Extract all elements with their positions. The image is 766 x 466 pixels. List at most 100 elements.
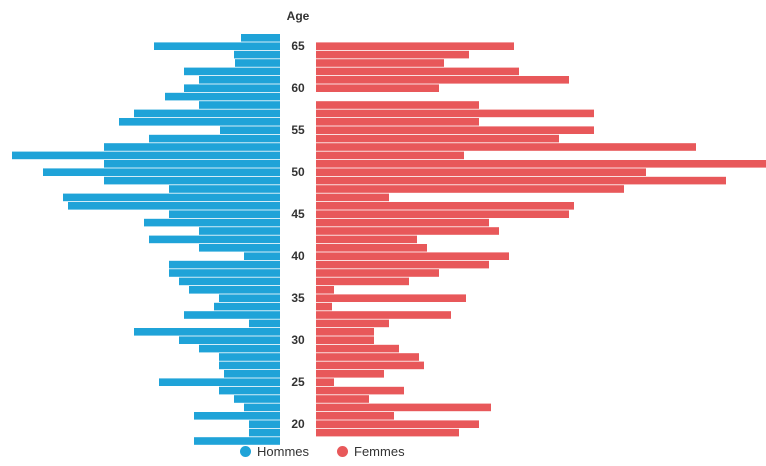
bar-hommes-age-30 <box>179 336 280 344</box>
bar-femmes-age-65 <box>316 42 514 50</box>
bar-hommes-age-23 <box>234 395 280 403</box>
age-axis-title: Age <box>287 9 310 23</box>
bar-hommes-age-25 <box>159 378 280 386</box>
bar-hommes-age-41 <box>199 244 280 252</box>
bar-hommes-age-21 <box>194 412 280 420</box>
bar-hommes-age-61 <box>199 76 280 84</box>
bar-femmes-age-30 <box>316 336 374 344</box>
bar-femmes-age-48 <box>316 185 624 193</box>
bar-hommes-age-57 <box>134 109 280 118</box>
bar-hommes-age-63 <box>235 59 280 67</box>
legend-marker-femmes <box>337 446 349 457</box>
bar-hommes-age-37 <box>179 277 280 286</box>
bar-hommes-age-59 <box>165 92 280 101</box>
bar-hommes-age-20 <box>249 420 280 428</box>
bar-femmes-age-57 <box>316 109 594 118</box>
bar-hommes-age-47 <box>63 193 280 202</box>
bar-femmes-age-44 <box>316 218 489 227</box>
bar-femmes-age-58 <box>316 101 479 109</box>
bar-femmes-age-47 <box>316 193 389 202</box>
age-tick-35: 35 <box>291 291 305 305</box>
bar-hommes-age-34 <box>214 302 280 311</box>
bar-hommes-age-53 <box>104 143 280 151</box>
bar-femmes-age-55 <box>316 126 594 134</box>
bar-hommes-age-27 <box>219 361 280 370</box>
legend-label-hommes: Hommes <box>257 444 310 459</box>
bar-femmes-age-24 <box>316 386 404 395</box>
bar-femmes-age-51 <box>316 160 766 168</box>
age-tick-25: 25 <box>291 375 305 389</box>
age-tick-20: 20 <box>291 417 305 431</box>
bar-femmes-age-52 <box>316 151 464 160</box>
bar-hommes-age-24 <box>219 386 280 395</box>
bar-femmes-age-36 <box>316 286 334 294</box>
bar-femmes-age-29 <box>316 344 399 353</box>
bar-hommes-age-49 <box>104 176 280 185</box>
bar-femmes-age-20 <box>316 420 479 428</box>
bar-femmes-age-26 <box>316 370 384 378</box>
bar-femmes-age-23 <box>316 395 369 403</box>
bar-femmes-age-27 <box>316 361 424 370</box>
bar-femmes-age-64 <box>316 50 469 59</box>
bar-hommes-age-33 <box>184 311 280 319</box>
bar-hommes-age-22 <box>244 403 280 412</box>
bar-hommes-age-18 <box>194 437 280 445</box>
bar-femmes-age-60 <box>316 84 439 92</box>
bar-hommes-age-42 <box>149 235 280 244</box>
bar-femmes-age-33 <box>316 311 451 319</box>
bar-femmes-age-49 <box>316 176 726 185</box>
legend-item-hommes[interactable]: Hommes <box>240 444 309 459</box>
bar-femmes-age-61 <box>316 76 569 84</box>
bar-femmes-age-63 <box>316 59 444 67</box>
bar-femmes-age-50 <box>316 168 646 176</box>
bar-femmes-age-19 <box>316 428 459 437</box>
bar-hommes-age-64 <box>234 50 280 59</box>
legend: Hommes Femmes <box>240 444 405 459</box>
bar-hommes-age-31 <box>134 328 280 336</box>
bar-hommes-age-29 <box>199 344 280 353</box>
bar-femmes-age-45 <box>316 210 569 218</box>
bar-hommes-age-50 <box>43 168 280 176</box>
bar-femmes-age-56 <box>316 118 479 126</box>
bar-hommes-age-55 <box>220 126 280 134</box>
bar-femmes-age-43 <box>316 227 499 235</box>
bar-femmes-age-39 <box>316 260 489 269</box>
bar-hommes-age-43 <box>199 227 280 235</box>
age-tick-55: 55 <box>291 123 305 137</box>
femmes-bars <box>316 42 766 437</box>
bar-hommes-age-44 <box>144 218 280 227</box>
bar-femmes-age-22 <box>316 403 491 412</box>
bar-femmes-age-40 <box>316 252 509 260</box>
age-tick-65: 65 <box>291 39 305 53</box>
legend-item-femmes[interactable]: Femmes <box>337 444 405 459</box>
bar-hommes-age-54 <box>149 134 280 143</box>
bar-hommes-age-26 <box>224 370 280 378</box>
age-tick-30: 30 <box>291 333 305 347</box>
bar-femmes-age-28 <box>316 353 419 361</box>
bar-hommes-age-28 <box>219 353 280 361</box>
bar-hommes-age-65 <box>154 42 280 50</box>
bar-hommes-age-46 <box>68 202 280 210</box>
bar-femmes-age-31 <box>316 328 374 336</box>
bar-femmes-age-37 <box>316 277 409 286</box>
bar-hommes-age-60 <box>184 84 280 92</box>
legend-label-femmes: Femmes <box>354 444 405 459</box>
bar-hommes-age-62 <box>184 67 280 76</box>
bar-femmes-age-38 <box>316 269 439 277</box>
bar-hommes-age-39 <box>169 260 280 269</box>
bar-femmes-age-34 <box>316 302 332 311</box>
bar-femmes-age-32 <box>316 319 389 328</box>
legend-marker-hommes <box>240 446 251 457</box>
bar-hommes-age-40 <box>244 252 280 260</box>
age-tick-50: 50 <box>291 165 305 179</box>
bar-femmes-age-41 <box>316 244 427 252</box>
bar-femmes-age-53 <box>316 143 696 151</box>
bar-hommes-age-45 <box>169 210 280 218</box>
bar-hommes-age-38 <box>169 269 280 277</box>
bar-hommes-age-35 <box>219 294 280 302</box>
bar-femmes-age-62 <box>316 67 519 76</box>
bar-femmes-age-46 <box>316 202 574 210</box>
bar-femmes-age-25 <box>316 378 334 386</box>
